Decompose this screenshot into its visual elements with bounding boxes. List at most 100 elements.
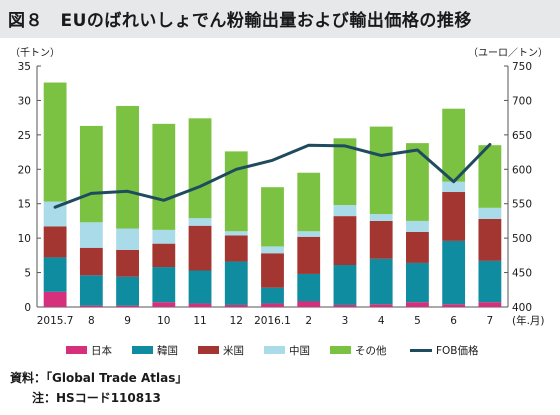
right-axis-tick-label: 750	[512, 61, 532, 73]
bar-segment-usa	[297, 236, 321, 274]
bar-segment-china	[369, 214, 393, 221]
x-axis-tick-label: 10	[157, 315, 170, 327]
x-axis-tick-label: 3	[342, 315, 349, 327]
legend-item-other: その他	[330, 343, 387, 358]
legend-label-japan: 日本	[91, 345, 112, 357]
left-axis-tick-label: 0	[24, 302, 31, 314]
bar-segment-other	[43, 82, 67, 202]
legend-label-other: その他	[355, 345, 387, 357]
legend-swatch-japan	[66, 346, 87, 354]
bar-segment-japan	[224, 304, 248, 307]
bar-segment-usa	[152, 243, 176, 268]
legend-item-korea: 韓国	[132, 343, 178, 358]
bar-segment-korea	[43, 257, 67, 292]
bar-segment-korea	[261, 287, 284, 304]
bar-segment-japan	[442, 304, 466, 307]
bar-segment-korea	[79, 275, 103, 306]
bar-segment-usa	[478, 218, 502, 261]
bar-segment-usa	[333, 216, 357, 265]
x-axis-tick-label: 7	[487, 315, 494, 327]
bar-segment-usa	[43, 226, 67, 258]
bar-segment-china	[152, 229, 176, 244]
right-axis-tick-label: 600	[512, 164, 532, 176]
bar-segment-usa	[79, 247, 103, 276]
legend-swatch-other	[330, 346, 351, 354]
source-note: 資料：「Global Trade Atlas」	[10, 371, 188, 385]
bar-segment-china	[43, 201, 67, 227]
bar-segment-usa	[261, 253, 284, 288]
left-axis-tick-label: 30	[18, 95, 31, 107]
right-axis-tick-label: 450	[512, 268, 532, 280]
footnote: 注：HSコード110813	[10, 389, 161, 406]
bar-segment-usa	[116, 249, 139, 277]
bar-segment-other	[442, 108, 466, 182]
right-axis-unit: （ユーロ／トン）	[468, 48, 548, 59]
bar-segment-china	[224, 231, 248, 236]
left-axis-unit: （千トン）	[10, 48, 60, 59]
bar-segment-korea	[224, 261, 248, 305]
left-axis-tick-label: 10	[18, 233, 31, 245]
bar-segment-korea	[188, 270, 212, 304]
right-axis-tick-label: 700	[512, 95, 532, 107]
bar-segment-korea	[478, 260, 502, 303]
bar-segment-japan	[152, 302, 176, 307]
legend-swatch-fob	[410, 348, 432, 352]
bar-segment-other	[369, 126, 393, 215]
title-band	[0, 0, 560, 38]
bar-segment-china	[442, 181, 466, 193]
bar-segment-korea	[297, 273, 321, 302]
legend-label-fob: FOB価格	[436, 345, 479, 357]
bar-segment-china	[406, 220, 429, 232]
bar-segment-japan	[333, 304, 357, 307]
chart-title: 図８ EUのばれいしょでん粉輸出量および輸出価格の推移	[8, 11, 472, 31]
bar-segment-usa	[188, 225, 212, 271]
x-axis-tick-label: 9	[124, 315, 131, 327]
x-axis-unit: (年.月)	[512, 314, 545, 327]
bar-segment-other	[79, 125, 103, 223]
legend-item-china: 中国	[264, 343, 310, 358]
bar-segment-china	[297, 231, 321, 237]
bar-segment-other	[478, 145, 502, 208]
x-axis-tick-label: 6	[450, 315, 457, 327]
bar-segment-other	[406, 143, 429, 221]
bar-segment-japan	[297, 301, 321, 307]
bar-segment-japan	[478, 302, 502, 307]
x-axis-tick-label: 2	[305, 315, 312, 327]
fob-price-line	[53, 143, 492, 209]
x-axis-tick-label: 4	[378, 315, 385, 327]
legend-item-japan: 日本	[66, 343, 112, 358]
bar-segment-other	[261, 187, 284, 247]
footnote-label: 注：	[32, 391, 57, 405]
bar-segment-other	[188, 118, 212, 219]
left-axis-tick-label: 15	[18, 199, 31, 211]
bar-segment-china	[188, 218, 212, 226]
left-axis-tick-label: 20	[18, 164, 31, 176]
bar-segment-japan	[188, 303, 212, 307]
bar-segment-korea	[333, 264, 357, 305]
bar-segment-japan	[406, 302, 429, 307]
bar-segment-other	[152, 123, 176, 230]
legend-label-usa: 米国	[223, 345, 244, 357]
left-axis-tick-label: 5	[24, 268, 31, 280]
bar-segment-other	[297, 172, 321, 232]
legend-item-fob: FOB価格	[410, 343, 479, 358]
bar-segment-korea	[116, 276, 139, 306]
legend-swatch-china	[264, 346, 285, 354]
bar-segment-other	[224, 151, 248, 232]
bar-segment-usa	[369, 220, 393, 259]
bar-segment-japan	[369, 304, 393, 307]
x-axis-tick-label: 5	[414, 315, 421, 327]
footnote-text: HSコード110813	[56, 391, 161, 405]
bar-segment-korea	[406, 262, 429, 303]
bar-segment-japan	[43, 291, 67, 307]
legend-label-china: 中国	[289, 345, 310, 357]
legend-item-usa: 米国	[198, 343, 244, 358]
legend-swatch-usa	[198, 346, 219, 354]
left-axis-tick-label: 25	[18, 130, 31, 142]
bar-segment-china	[333, 205, 357, 217]
x-axis-tick-label: 12	[230, 315, 243, 327]
x-axis-tick-label: 2016.1	[254, 315, 291, 327]
bar-segment-korea	[152, 267, 176, 303]
bar-segment-china	[79, 222, 103, 248]
